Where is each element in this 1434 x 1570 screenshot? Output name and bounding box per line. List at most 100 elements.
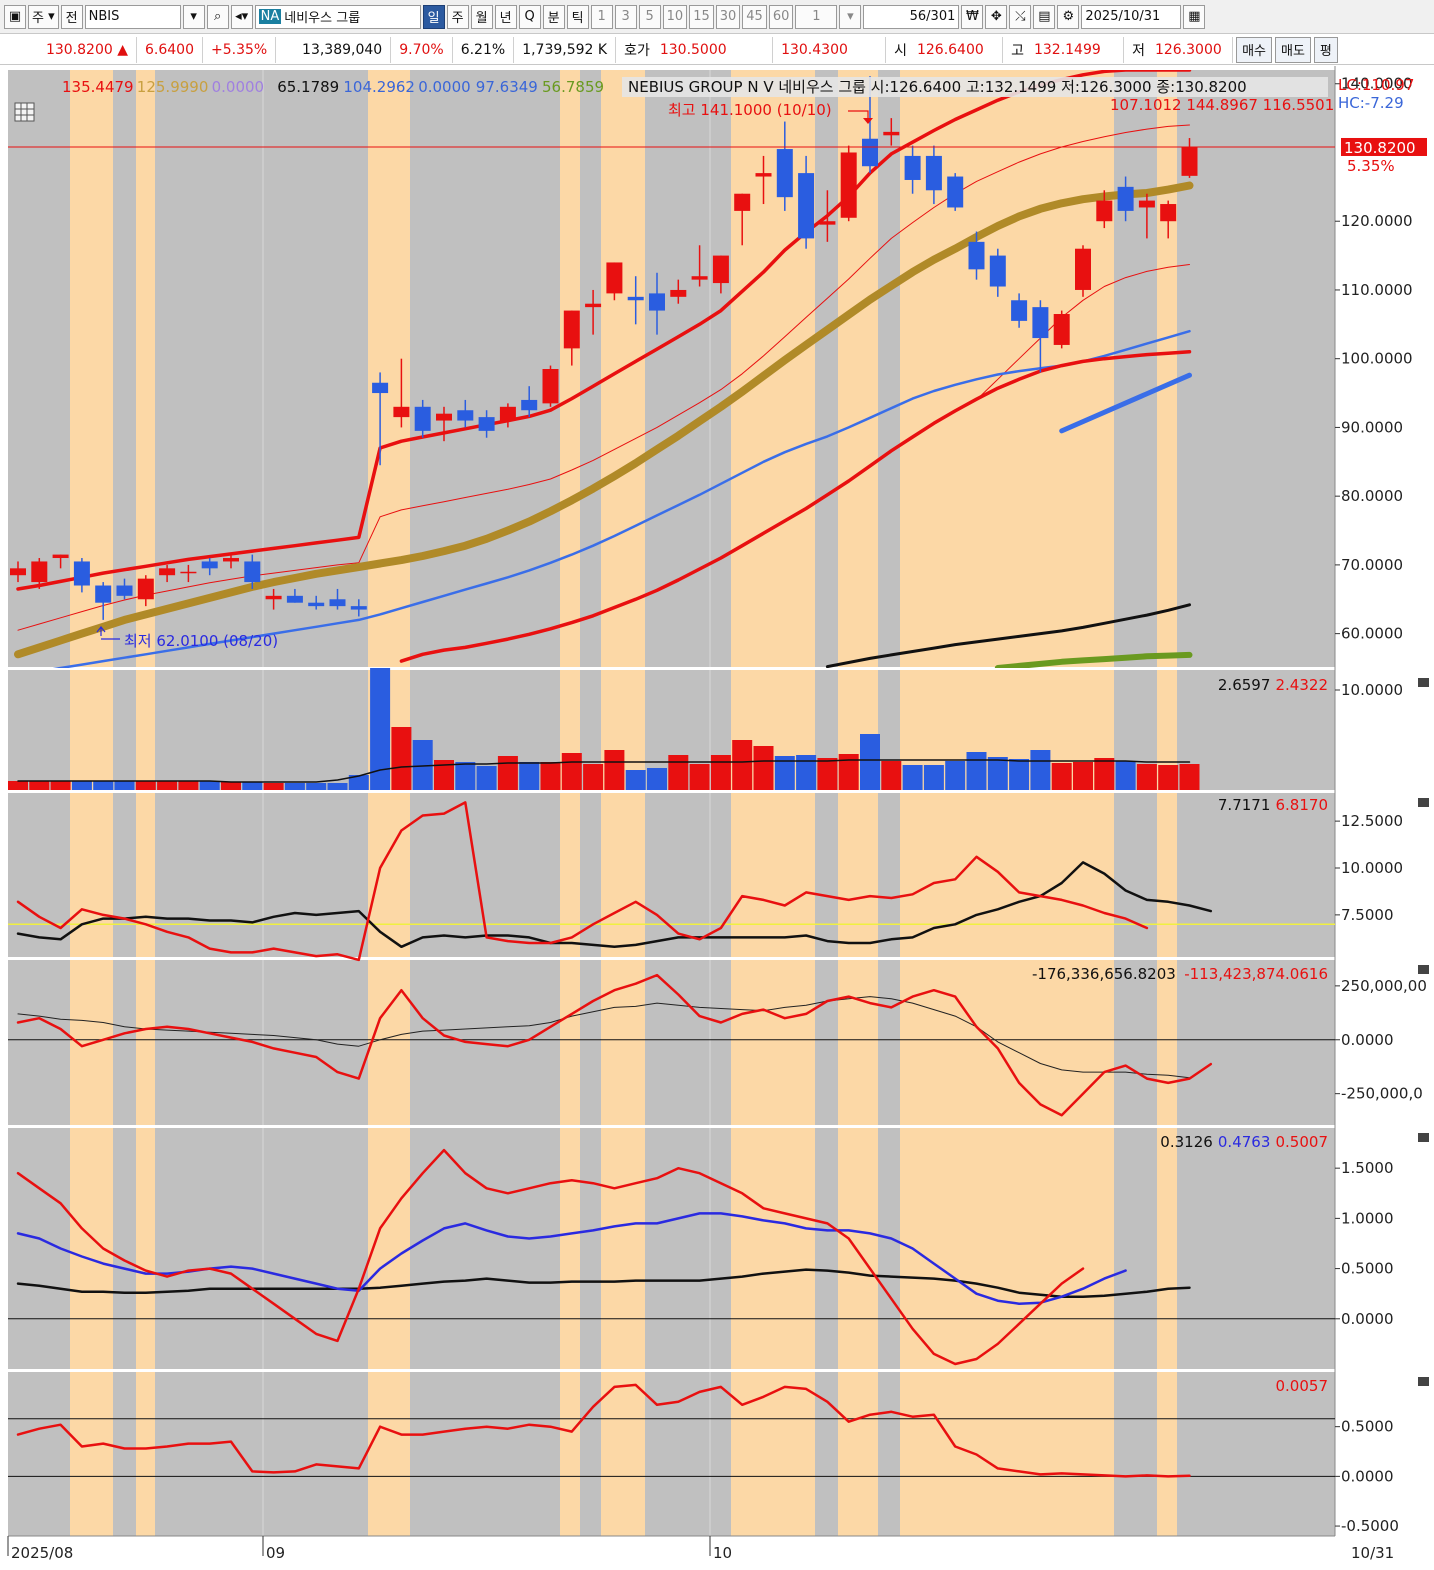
volume: 13,389,040	[276, 36, 392, 63]
minute-30[interactable]: 30	[715, 4, 741, 29]
symbol-dropdown-icon[interactable]: ▾	[182, 4, 205, 29]
candle	[159, 568, 176, 576]
indicator1-black-line	[16, 861, 1213, 949]
date-input[interactable]: 2025/10/31	[1081, 4, 1182, 29]
volume-bar	[8, 781, 28, 790]
price-axis-label: 80.0000	[1341, 487, 1403, 505]
period-year[interactable]: 년	[494, 4, 517, 29]
volume-bar	[987, 757, 1008, 790]
volume-bar	[434, 760, 454, 790]
candle	[904, 155, 921, 180]
period-day[interactable]: 일	[422, 4, 445, 29]
minute-15[interactable]: 15	[689, 4, 714, 29]
volume-bar	[391, 727, 412, 790]
indicator1-red-line	[16, 801, 1149, 962]
candle	[1096, 200, 1113, 222]
minute-60[interactable]: 60	[768, 4, 794, 29]
type-select[interactable]: 주 ▾	[28, 4, 59, 29]
trend-tool-icon[interactable]: ⤯	[1009, 4, 1032, 29]
pane-separator	[0, 957, 1434, 960]
minute-3[interactable]: 3	[614, 4, 637, 29]
candle	[499, 406, 516, 421]
volume-bar	[1136, 764, 1157, 790]
blue-trend-segment	[1059, 372, 1192, 434]
upper-band-line	[16, 70, 1192, 591]
indicator2-axis-label: 0.0000	[1341, 1031, 1394, 1049]
volume-bar	[668, 755, 689, 790]
bid-price: 130.4300	[773, 36, 887, 63]
buy-button[interactable]: 매수	[1236, 36, 1272, 63]
candle	[1032, 307, 1049, 339]
period-week[interactable]: 주	[446, 4, 469, 29]
volume-bar	[1009, 759, 1030, 790]
indicator3-axis-label: 0.5000	[1341, 1260, 1394, 1278]
minute-45[interactable]: 45	[742, 4, 767, 29]
candle	[1138, 200, 1155, 208]
speaker-icon[interactable]: ◂▾	[230, 4, 253, 29]
volume-bar	[476, 766, 497, 790]
average-button[interactable]: 평	[1313, 36, 1338, 63]
indicator4-red-line	[16, 1383, 1191, 1478]
black-ma-line	[825, 603, 1191, 668]
price-tag-pct: 5.35%	[1347, 157, 1395, 175]
indicator3-axis-label: 0.0000	[1341, 1310, 1394, 1328]
count-value: 56	[909, 9, 927, 24]
search-icon[interactable]: ⌕	[206, 4, 229, 29]
indicator3-legend-value: 0.5007	[1276, 1133, 1329, 1151]
minute-5[interactable]: 5	[638, 4, 661, 29]
price-legend-value: 65.1789	[277, 78, 339, 96]
volume-bar	[221, 782, 241, 790]
indicator1-legend-value: 6.8170	[1276, 796, 1329, 814]
volume-bar	[93, 781, 114, 790]
volume-bar	[625, 770, 646, 790]
candle	[414, 406, 431, 431]
currency-button[interactable]: ₩	[961, 4, 984, 29]
band-values: 107.1012 144.8967 116.5501	[1110, 96, 1334, 114]
minute-10[interactable]: 10	[662, 4, 688, 29]
volume-axis-label: 10.0000	[1341, 681, 1403, 699]
candle	[521, 399, 538, 411]
period-tick[interactable]: 틱	[566, 4, 589, 29]
table-icon-grid	[15, 103, 34, 121]
price-layer	[10, 70, 1198, 668]
period-quarter[interactable]: Q	[518, 4, 541, 29]
volume-bar	[157, 781, 178, 790]
indicator2-axis-label: 250,000,00	[1341, 977, 1427, 995]
price-legend-value: 0.0000	[212, 78, 265, 96]
highlight-band	[731, 70, 815, 1536]
crosshair-icon[interactable]: ✥	[985, 4, 1008, 29]
market-button[interactable]: 전	[60, 4, 83, 29]
count-total: /301	[926, 9, 956, 24]
custom-minute-dropdown-icon[interactable]: ▾	[839, 4, 862, 29]
price-axis-label: 140.0000	[1341, 75, 1413, 93]
candle	[180, 571, 197, 574]
volume-bar	[114, 781, 135, 790]
candle	[968, 241, 985, 270]
count-field[interactable]: 56/301	[863, 4, 960, 29]
period-month[interactable]: 월	[470, 4, 493, 29]
volume-legend-value: 2.6597	[1218, 676, 1271, 694]
low-annotation-arrow	[96, 626, 120, 640]
bid-label: 호가	[624, 42, 650, 59]
indicator4-legend-value: 0.0057	[1276, 1377, 1329, 1395]
stock-name-field[interactable]: NA 네비우스 그룹	[254, 4, 421, 29]
indicator3-axis-label: 1.0000	[1341, 1209, 1394, 1227]
price-axis-label: 120.0000	[1341, 212, 1413, 230]
symbol-input[interactable]: NBIS	[84, 4, 181, 29]
volume-bar	[284, 783, 305, 790]
sell-button[interactable]: 매도	[1275, 36, 1311, 63]
save-icon[interactable]: ▤	[1033, 4, 1056, 29]
layout-icon[interactable]: ▣	[4, 4, 26, 29]
calendar-icon[interactable]: ▦	[1183, 4, 1206, 29]
low-value: 126.3000	[1154, 41, 1222, 58]
price-legend-value: 97.6349	[476, 78, 538, 96]
title-info: NEBIUS GROUP N V 네비우스 그룹 시:126.6400 고:13…	[628, 78, 1247, 96]
candle	[1160, 204, 1177, 222]
candle	[10, 568, 26, 576]
custom-minute-input[interactable]: 1	[795, 4, 838, 29]
settings-icon[interactable]: ⚙	[1057, 4, 1080, 29]
period-minute[interactable]: 분	[542, 4, 565, 29]
price-chart[interactable]: 140.0000120.0000110.0000100.000090.00008…	[0, 66, 1434, 1570]
minute-1[interactable]: 1	[590, 4, 613, 29]
candle	[137, 578, 154, 600]
